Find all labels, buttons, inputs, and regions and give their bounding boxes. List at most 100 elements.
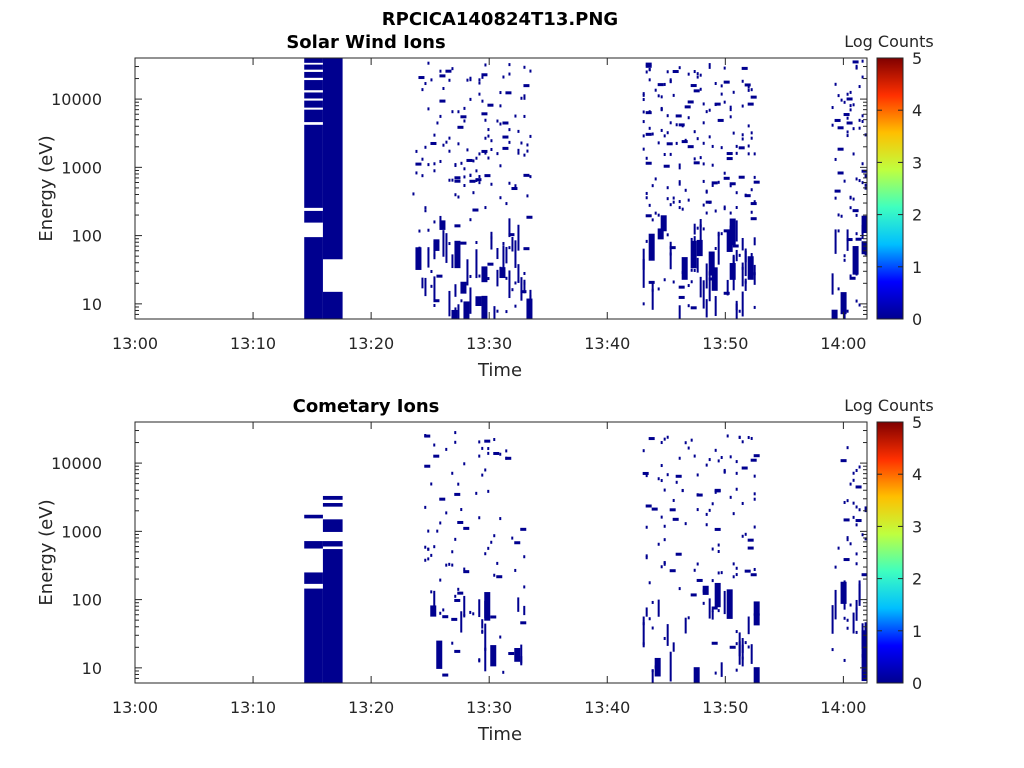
heatmap-cell [454,649,461,653]
heatmap-cell [463,567,466,571]
heatmap-cell [684,105,691,109]
heatmap-cell [750,644,753,664]
heatmap-cell [654,657,661,677]
heatmap-cell [855,232,858,236]
heatmap-cell [451,563,454,567]
heatmap-cell [433,454,440,458]
heatmap-cell [439,99,446,103]
heatmap-cell [669,508,676,512]
heatmap-cell [463,184,466,188]
heatmap-cell [424,464,431,468]
heatmap-cell [463,175,466,179]
heatmap-cell [517,597,520,612]
heatmap-cell [753,305,756,309]
heatmap-cell [442,615,449,619]
heatmap-cell [690,438,693,442]
heatmap-cell [861,162,864,166]
heatmap-cell [448,136,451,140]
heatmap-cell [705,512,708,516]
heatmap-cell [723,66,726,70]
heatmap-cell [475,296,482,307]
heatmap-cell [675,141,678,145]
heatmap-cell [478,175,481,179]
heatmap-cell [508,246,511,250]
heatmap-cell [690,268,693,272]
heatmap-cell [852,515,855,519]
heatmap-cell [669,651,672,682]
heatmap-cell [846,309,849,313]
heatmap-cell [517,129,520,133]
heatmap-cell [684,617,687,634]
heatmap-cell [843,258,846,262]
heatmap-cell [454,179,461,183]
heatmap-cell [702,141,705,145]
heatmap-cell [690,280,693,284]
heatmap-cell [846,536,849,540]
heatmap-cell [508,140,511,144]
heatmap-cell [427,547,430,551]
heatmap-cell [448,562,451,566]
heatmap-cell [657,83,664,87]
heatmap-cell [517,264,520,283]
heatmap-cell [750,88,753,92]
heatmap-cell [708,251,715,276]
heatmap-cell [460,161,463,165]
heatmap-cell [511,288,514,292]
heatmap-cell [475,156,478,160]
heatmap-cell [693,236,696,256]
heatmap-cell [660,515,663,519]
x-tick-label: 13:20 [348,698,394,717]
heatmap-cell [849,482,852,486]
heatmap-cell [663,164,670,168]
heatmap-cell [523,281,526,285]
heatmap-cell [475,169,478,173]
heatmap-cell [723,80,730,84]
heatmap-cell [684,522,687,526]
heatmap-cell [457,482,460,486]
heatmap-cell [735,206,738,210]
heatmap-cell [424,82,427,86]
x-tick-label: 13:40 [584,698,630,717]
heatmap-cell [741,291,744,317]
heatmap-cell [651,669,654,673]
heatmap-cell [469,179,476,183]
heatmap-cell [514,541,521,545]
heatmap-cell [427,249,430,268]
heatmap-cell [424,545,427,549]
heatmap-cell [454,598,461,602]
heatmap-cell [651,669,654,683]
heatmap-cell [705,299,708,318]
heatmap-cell [846,626,849,630]
heatmap-cell [681,207,684,211]
heatmap-cell [666,197,669,201]
heatmap-cell [684,188,687,192]
heatmap-cell [729,455,732,459]
heatmap-cell [834,82,837,86]
heatmap-cell [747,144,750,148]
heatmap-cell [858,85,861,89]
heatmap-cell [648,581,651,585]
heatmap-cell [690,237,693,241]
heatmap-cell [834,157,837,161]
heatmap-cell [723,205,726,209]
heatmap-cell [505,449,508,453]
heatmap-cell [732,232,735,236]
heatmap-cell [642,258,645,288]
heatmap-cell [858,118,861,122]
heatmap-cell [843,254,846,258]
heatmap-cell [720,84,723,88]
heatmap-cell [858,580,861,606]
heatmap-cell [738,632,741,657]
heatmap-cell [864,622,867,642]
heatmap-cell [744,641,747,645]
heatmap-cell [445,69,452,73]
heatmap-cell [732,512,735,516]
heatmap-cell [753,175,756,179]
heatmap-cell [702,203,705,207]
heatmap-cell [741,466,748,470]
heatmap-cell [741,79,744,83]
heatmap-cell [648,78,651,82]
heatmap-cell [433,242,436,260]
heatmap-cell [514,281,517,285]
heatmap-cell [753,667,760,683]
